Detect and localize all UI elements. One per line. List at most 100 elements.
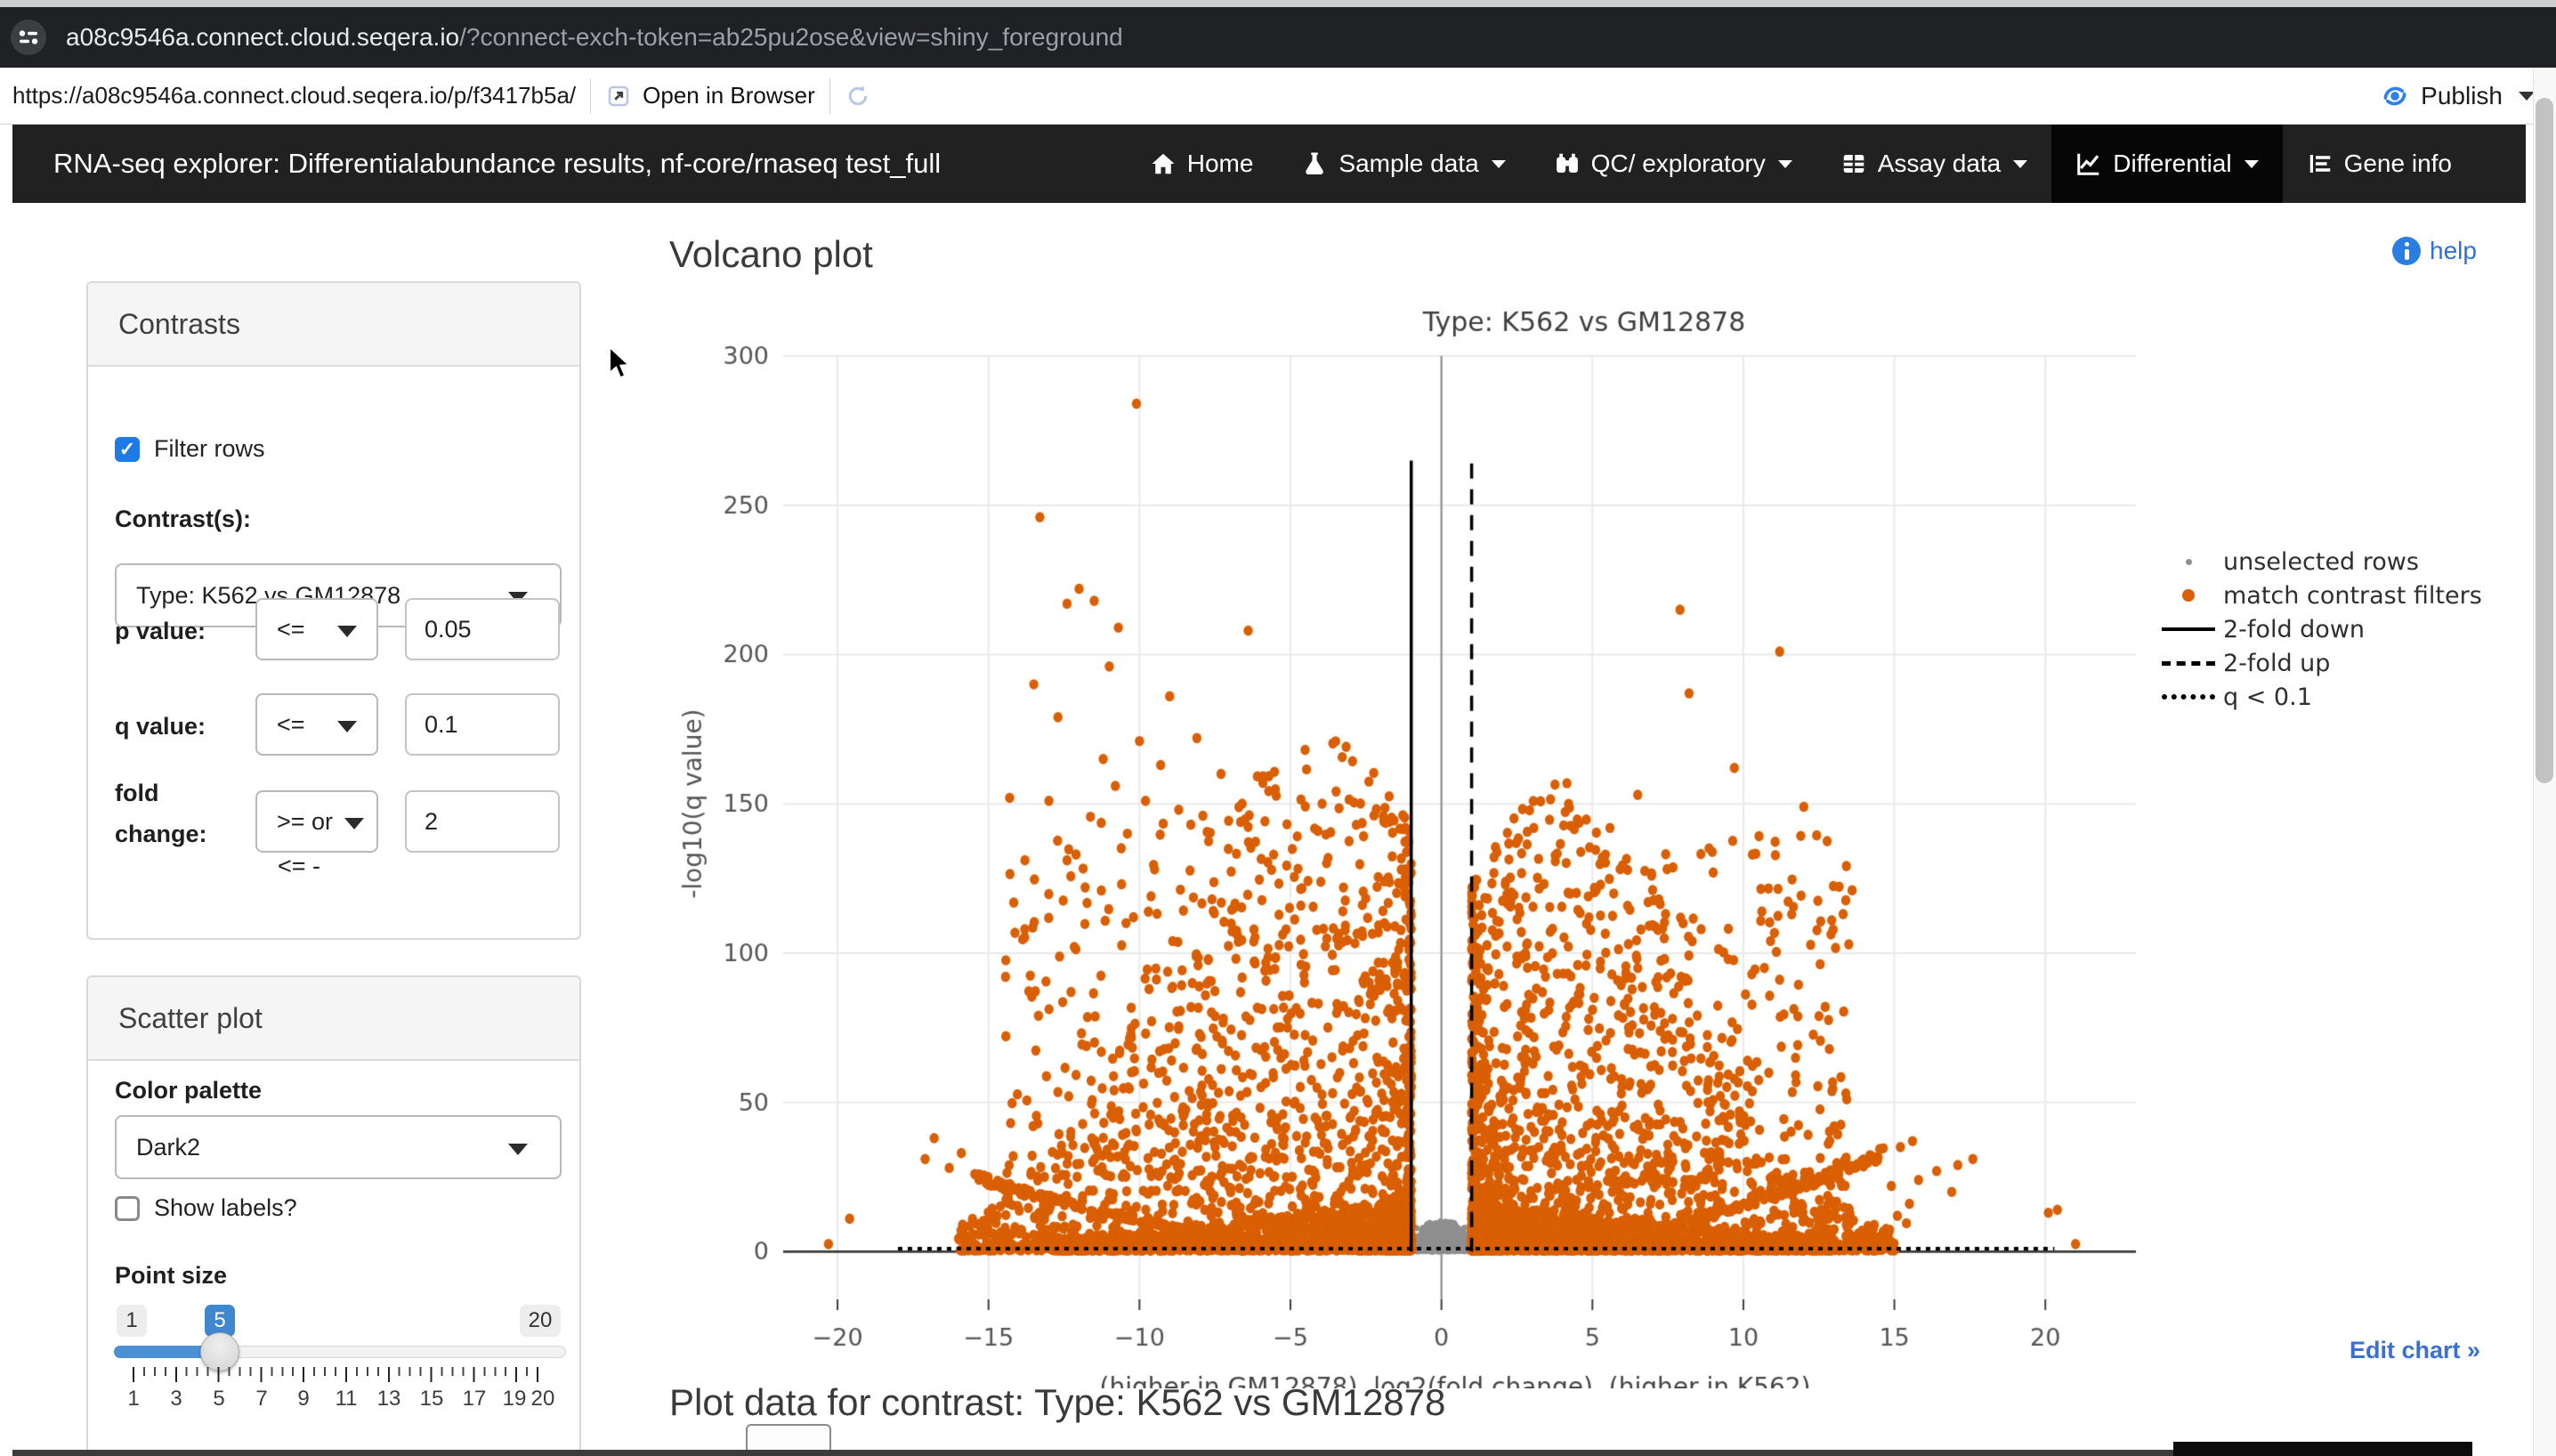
- binoculars-icon: [1556, 153, 1578, 173]
- address-url[interactable]: a08c9546a.connect.cloud.seqera.io/?conne…: [66, 23, 1123, 52]
- legend-row-match: match contrast filters: [2154, 578, 2482, 612]
- q-value-label: q value:: [115, 713, 206, 740]
- p-value-operator-select[interactable]: <=: [255, 598, 378, 660]
- tick-label: 11: [335, 1387, 358, 1411]
- nav-label: QC/ exploratory: [1590, 150, 1766, 177]
- contrast-label: Contrast(s):: [115, 506, 251, 532]
- publish-button[interactable]: Publish: [2380, 68, 2535, 125]
- chart-line-icon: [2077, 153, 2099, 175]
- mouse-cursor: [609, 345, 631, 379]
- tick-label: 1: [127, 1387, 140, 1411]
- table-icon: [1843, 155, 1864, 173]
- nav-item-differential[interactable]: Differential: [2051, 125, 2283, 203]
- fc-op-value: >= or: [277, 807, 334, 835]
- toolbar-divider-2: [829, 77, 830, 114]
- list-icon: [2309, 155, 2330, 173]
- filter-rows-row: ✓ Filter rows: [115, 435, 265, 463]
- p-value-label: p value:: [115, 618, 206, 644]
- point-size-slider-handle[interactable]: [200, 1332, 239, 1371]
- p-op-value: <=: [277, 615, 305, 643]
- chart-legend: unselected rows match contrast filters 2…: [2154, 545, 2482, 714]
- help-label: help: [2430, 237, 2477, 264]
- slider-max-badge: 20: [520, 1305, 561, 1337]
- legend-label: unselected rows: [2223, 547, 2419, 576]
- slider-end-tick: [537, 1367, 538, 1382]
- p-value-input[interactable]: [405, 598, 560, 660]
- publish-caret-icon[interactable]: [2519, 92, 2535, 101]
- filter-rows-checkbox[interactable]: ✓: [115, 436, 140, 462]
- nav-label: Gene info: [2343, 150, 2452, 177]
- chevron-down-icon: [508, 1144, 528, 1155]
- home-icon: [1152, 153, 1175, 174]
- scatter-panel-title: Scatter plot: [118, 1001, 263, 1034]
- contrasts-panel-title: Contrasts: [118, 307, 240, 340]
- edit-chart-link[interactable]: Edit chart »: [2350, 1337, 2481, 1363]
- tick-label: 20: [530, 1387, 555, 1411]
- tick-label: 17: [462, 1387, 487, 1411]
- nav-item-assay-data[interactable]: Assay data: [1816, 125, 2052, 203]
- browser-url-bar[interactable]: a08c9546a.connect.cloud.seqera.io/?conne…: [0, 7, 2556, 68]
- legend-label: 2-fold up: [2223, 649, 2331, 677]
- q-op-value: <=: [277, 710, 305, 738]
- color-palette-label: Color palette: [115, 1077, 263, 1104]
- info-icon: [2392, 237, 2421, 265]
- legend-label: 2-fold down: [2223, 615, 2366, 643]
- nav-items: Home Sample data QC/ exploratory: [1126, 125, 2476, 203]
- nav-item-gene-info[interactable]: Gene info: [2283, 125, 2476, 203]
- slider-value-badge: 5: [205, 1305, 235, 1337]
- point-size-slider-fill: [114, 1346, 224, 1358]
- legend-row-2fold-up: 2-fold up: [2154, 646, 2482, 680]
- nav-item-sample-data[interactable]: Sample data: [1277, 125, 1529, 203]
- bottom-table-edge: [12, 1450, 2173, 1456]
- caret-down-icon: [2013, 159, 2028, 168]
- publish-icon: [2383, 86, 2406, 106]
- fold-change-label-line1: fold: [115, 780, 159, 806]
- solid-line-marker: [2162, 627, 2215, 631]
- tick-label: 15: [419, 1387, 444, 1411]
- slider-min-badge: 1: [117, 1305, 147, 1337]
- app-navbar: RNA-seq explorer: Differentialabundance …: [12, 125, 2526, 203]
- open-in-browser-icon[interactable]: [605, 83, 632, 109]
- tick-label: 9: [297, 1387, 310, 1411]
- fold-change-operator-select[interactable]: >= or: [255, 790, 378, 853]
- scatter-panel-header: Scatter plot: [88, 977, 579, 1061]
- q-value-input[interactable]: [405, 693, 560, 756]
- browser-menu-icon[interactable]: [11, 20, 46, 55]
- contrasts-panel-header: Contrasts: [88, 283, 579, 367]
- help-link[interactable]: help: [2392, 237, 2477, 265]
- tick-label: 7: [255, 1387, 268, 1411]
- dotted-line-marker: [2162, 694, 2215, 700]
- fold-change-label-line2: change:: [115, 821, 207, 847]
- url-path: /?connect-exch-token=ab25pu2ose&view=shi…: [459, 23, 1123, 51]
- show-labels-checkbox[interactable]: [115, 1195, 140, 1221]
- volcano-canvas: [659, 294, 2189, 1388]
- caret-down-icon: [2244, 159, 2259, 168]
- bottom-black-box: [2173, 1442, 2472, 1456]
- q-value-operator-select[interactable]: <=: [255, 693, 378, 756]
- color-palette-select[interactable]: Dark2: [115, 1115, 562, 1179]
- orange-dot-marker: [2182, 589, 2195, 602]
- open-in-browser-label[interactable]: Open in Browser: [643, 82, 815, 109]
- nav-label: Assay data: [1877, 150, 2002, 177]
- toolbar-divider: [590, 77, 592, 114]
- workflow-icon: [19, 30, 38, 44]
- window-top-strip: [0, 0, 2556, 7]
- legend-label: q < 0.1: [2223, 683, 2312, 711]
- show-labels-label: Show labels?: [154, 1194, 297, 1221]
- dashed-line-marker: [2162, 660, 2215, 666]
- gray-dot-marker: [2185, 558, 2192, 565]
- filter-rows-label: Filter rows: [154, 435, 265, 462]
- refresh-icon[interactable]: [845, 83, 871, 109]
- fold-change-input[interactable]: [405, 790, 560, 853]
- volcano-plot-title: Volcano plot: [669, 233, 873, 275]
- nav-item-qc-exploratory[interactable]: QC/ exploratory: [1530, 125, 1816, 203]
- tick-label: 5: [213, 1387, 225, 1411]
- url-host: a08c9546a.connect.cloud.seqera.io: [66, 23, 460, 51]
- nav-label: Sample data: [1339, 150, 1479, 177]
- nav-item-home[interactable]: Home: [1126, 125, 1278, 203]
- tick-label: 13: [376, 1387, 401, 1411]
- scrollbar-thumb[interactable]: [2536, 98, 2553, 783]
- caret-down-icon: [1777, 159, 1792, 168]
- flask-icon: [1306, 152, 1324, 175]
